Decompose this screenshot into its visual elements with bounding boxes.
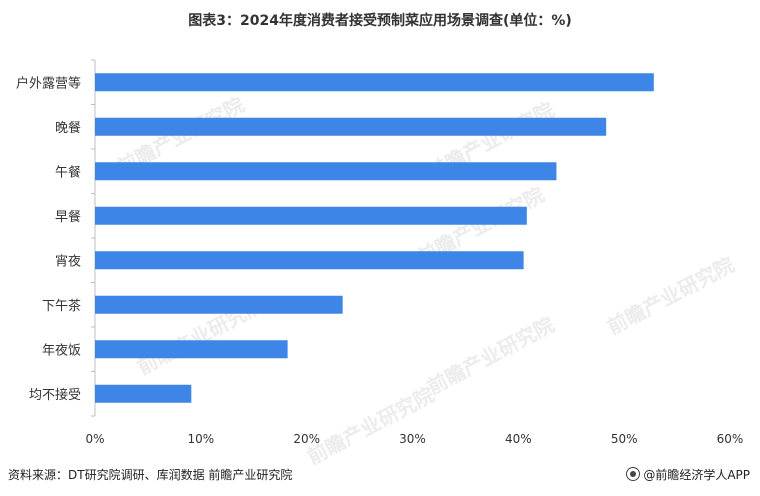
category-label: 户外露营等 — [16, 75, 81, 91]
bar — [95, 162, 557, 181]
category-label: 晚餐 — [55, 120, 81, 136]
bar — [95, 340, 288, 359]
source-note: 资料来源：DT研究院调研、库润数据 前瞻产业研究院 — [8, 468, 293, 482]
category-label: 早餐 — [55, 209, 81, 225]
x-tick-label: 20% — [293, 432, 320, 446]
brand-credit: @前瞻经济学人APP — [626, 466, 750, 483]
brand-logo-icon — [626, 467, 641, 481]
x-tick-label: 10% — [187, 432, 214, 446]
x-tick-label: 30% — [399, 432, 426, 446]
bar — [95, 251, 524, 270]
category-label: 年夜饭 — [42, 343, 81, 358]
category-label: 均不接受 — [29, 387, 81, 403]
category-label: 下午茶 — [42, 298, 81, 314]
category-label: 宵夜 — [55, 253, 81, 269]
bar — [95, 206, 527, 225]
category-label: 午餐 — [55, 164, 81, 180]
bar — [95, 384, 192, 403]
x-tick-label: 40% — [505, 432, 532, 446]
bar — [95, 117, 607, 136]
bar — [95, 295, 343, 314]
x-tick-label: 0% — [85, 432, 104, 446]
brand-label: @前瞻经济学人APP — [643, 468, 750, 482]
bar — [95, 73, 654, 92]
x-tick-label: 60% — [717, 432, 744, 446]
chart-title: 图表3：2024年度消费者接受预制菜应用场景调查(单位：%) — [188, 13, 572, 29]
x-tick-label: 50% — [611, 432, 638, 446]
